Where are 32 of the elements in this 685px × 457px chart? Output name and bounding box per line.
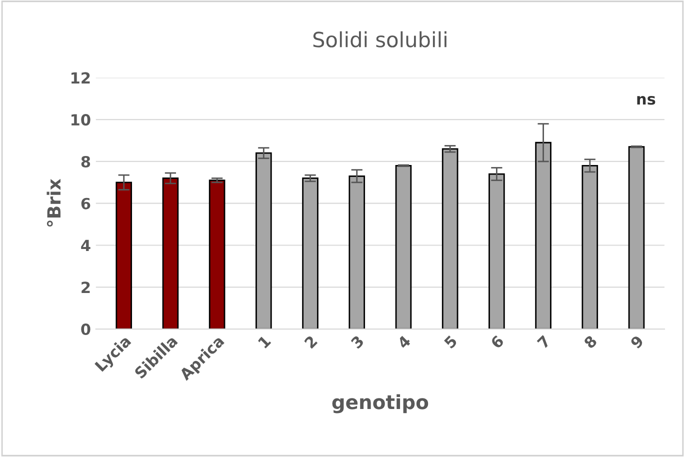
x-tick-label: 2 — [304, 335, 318, 349]
y-tick-label: 8 — [81, 156, 90, 168]
bar — [582, 164, 598, 330]
x-tick-label: 9 — [630, 334, 644, 350]
bar — [208, 180, 226, 330]
y-tick-label: 4 — [81, 240, 90, 252]
x-tick-label: 6 — [490, 334, 504, 350]
bar — [442, 148, 458, 330]
chart-title: Solidi solubili — [313, 31, 446, 48]
y-tick-label: 2 — [82, 282, 90, 293]
bar — [395, 164, 412, 330]
bar — [348, 175, 366, 330]
x-tick-label: 5 — [444, 334, 458, 349]
y-tick-label: 0 — [81, 324, 90, 336]
bar — [162, 178, 179, 330]
y-axis-title: °Brix — [46, 178, 60, 227]
bar — [302, 178, 318, 330]
annotation: ns — [637, 96, 656, 105]
x-tick-label: 8 — [583, 334, 598, 350]
x-tick-label: 1 — [258, 334, 272, 348]
y-tick-label: 12 — [72, 72, 90, 84]
bar — [116, 182, 132, 330]
bar — [488, 173, 505, 330]
bar — [256, 152, 272, 330]
y-tick-label: 10 — [72, 114, 90, 126]
x-axis-title: genotipo — [332, 394, 428, 414]
x-tick-label: 4 — [396, 334, 412, 350]
x-tick-label: 3 — [350, 334, 364, 350]
y-tick-label: 6 — [81, 198, 90, 210]
x-tick-label: 7 — [536, 335, 551, 349]
bar — [535, 142, 552, 330]
bar — [628, 146, 645, 330]
